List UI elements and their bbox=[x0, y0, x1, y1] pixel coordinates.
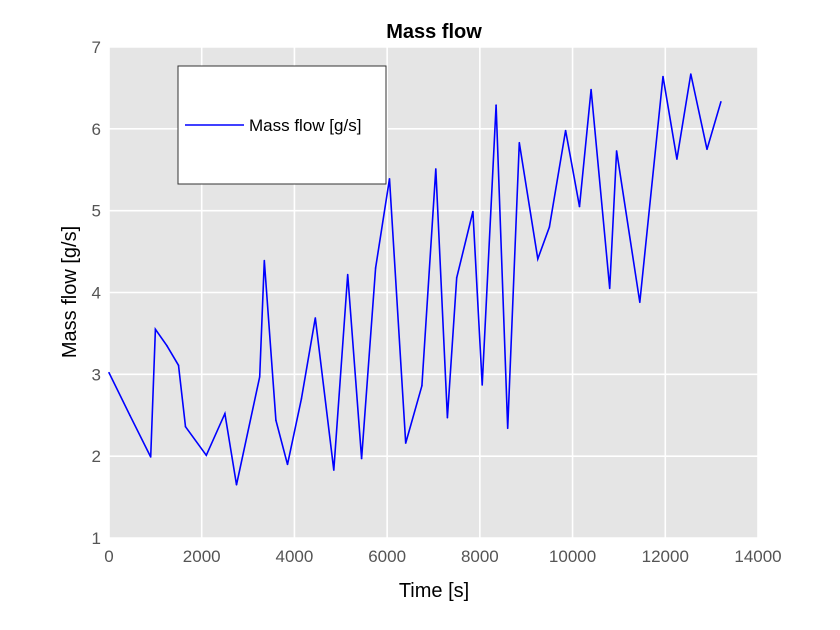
y-tick-label: 5 bbox=[92, 202, 101, 221]
data-point bbox=[166, 344, 168, 347]
x-tick-label: 14000 bbox=[734, 547, 781, 566]
data-point bbox=[388, 178, 391, 180]
data-point bbox=[608, 287, 611, 290]
y-tick-label: 3 bbox=[92, 365, 101, 384]
y-tick-label: 1 bbox=[92, 529, 101, 548]
data-point bbox=[590, 88, 592, 91]
data-point bbox=[224, 412, 226, 415]
legend: Mass flow [g/s] bbox=[177, 65, 387, 185]
data-point bbox=[177, 364, 180, 367]
data-point bbox=[506, 427, 509, 430]
data-point bbox=[706, 148, 708, 151]
data-point bbox=[548, 226, 551, 228]
data-point bbox=[374, 267, 377, 269]
data-point bbox=[662, 75, 664, 78]
data-point bbox=[518, 141, 521, 144]
y-tick-label: 4 bbox=[92, 284, 101, 303]
y-tick-label: 7 bbox=[92, 38, 101, 57]
chart-title: Mass flow bbox=[386, 21, 482, 43]
data-point bbox=[472, 210, 474, 213]
data-point bbox=[360, 457, 363, 460]
data-point bbox=[205, 454, 208, 457]
data-point bbox=[108, 371, 110, 374]
data-point bbox=[346, 273, 349, 276]
y-tick-label: 6 bbox=[92, 120, 101, 139]
data-point bbox=[481, 384, 484, 386]
data-point bbox=[690, 73, 692, 75]
data-point bbox=[235, 484, 238, 486]
data-point bbox=[455, 277, 458, 279]
x-ticks: 0 2000 4000 6000 8000 10000 12000 14000 bbox=[104, 547, 781, 566]
data-point bbox=[275, 419, 277, 422]
data-point bbox=[263, 259, 266, 262]
y-ticks: 1 2 3 4 5 6 7 bbox=[92, 38, 101, 548]
data-point bbox=[720, 101, 722, 103]
data-point bbox=[314, 317, 317, 319]
x-tick-label: 4000 bbox=[276, 547, 314, 566]
series-layer bbox=[108, 73, 722, 486]
data-point bbox=[446, 416, 449, 419]
data-point bbox=[676, 158, 678, 160]
x-tick-label: 8000 bbox=[461, 547, 499, 566]
legend-label: Mass flow [g/s] bbox=[249, 116, 361, 135]
data-point bbox=[435, 168, 437, 170]
data-point bbox=[639, 301, 641, 304]
data-point bbox=[404, 442, 407, 444]
x-tick-label: 10000 bbox=[549, 547, 596, 566]
x-axis-label: Time [s] bbox=[399, 580, 469, 602]
data-point bbox=[615, 150, 618, 152]
data-point bbox=[149, 456, 152, 458]
data-point bbox=[495, 104, 497, 106]
y-axis-label: Mass flow [g/s] bbox=[59, 226, 81, 358]
data-point bbox=[286, 463, 289, 466]
x-tick-label: 6000 bbox=[368, 547, 406, 566]
data-point bbox=[578, 205, 581, 208]
data-point bbox=[564, 129, 567, 132]
data-point bbox=[129, 414, 131, 417]
x-tick-label: 2000 bbox=[183, 547, 221, 566]
data-point bbox=[154, 328, 157, 331]
x-tick-label: 0 bbox=[104, 547, 113, 566]
data-point bbox=[258, 376, 261, 378]
data-point bbox=[184, 425, 187, 428]
x-tick-label: 12000 bbox=[642, 547, 689, 566]
y-tick-label: 2 bbox=[92, 447, 101, 466]
grid bbox=[108, 46, 759, 539]
series-line-mass-flow bbox=[108, 73, 722, 485]
data-point bbox=[421, 385, 423, 387]
data-point bbox=[537, 258, 539, 260]
data-point bbox=[300, 398, 303, 400]
data-point bbox=[333, 469, 335, 471]
